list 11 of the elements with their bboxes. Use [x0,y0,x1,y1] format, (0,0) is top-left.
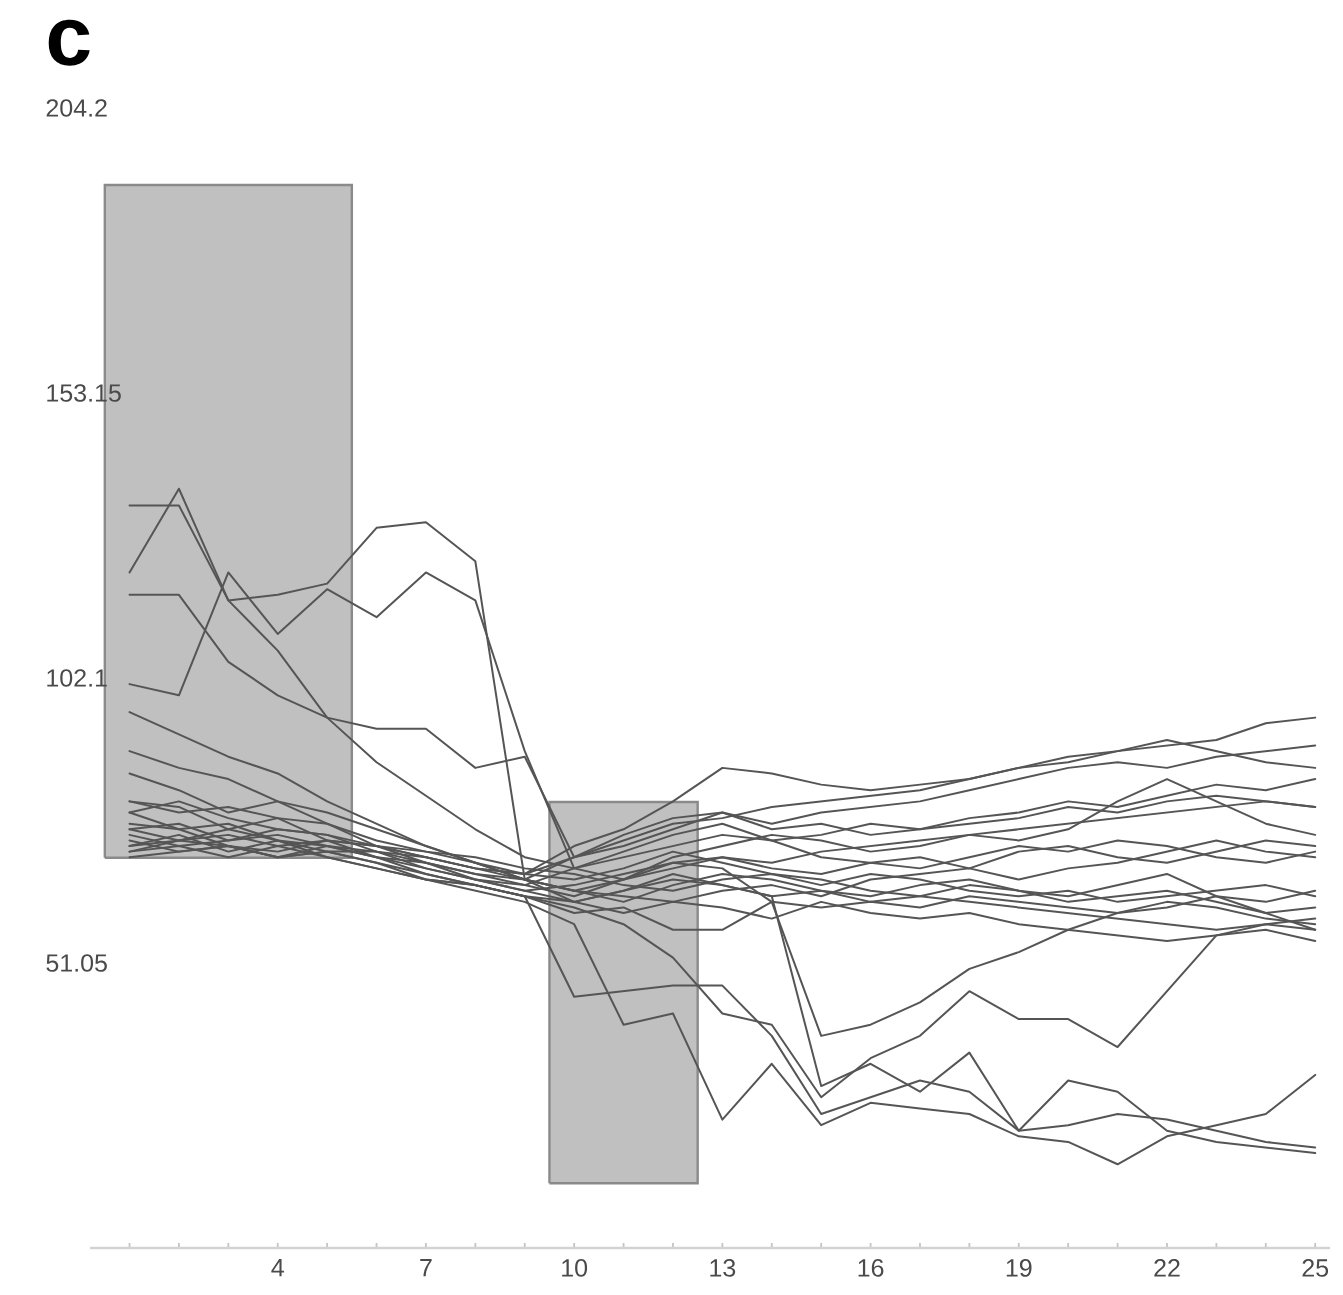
x-tick-label: 4 [271,1259,284,1277]
y-tick-label: 204.2 [46,99,107,117]
chart-title: c [48,19,90,66]
y-tick-label: 51.05 [46,954,107,972]
x-tick-label: 19 [1006,1259,1032,1277]
x-tick-label: 7 [420,1259,432,1277]
x-tick-label: 16 [858,1259,884,1277]
x-tick-label: 25 [1302,1259,1329,1277]
x-tick-label: 22 [1154,1259,1180,1277]
x-tick-label: 13 [710,1259,736,1277]
x-tick-label: 10 [562,1259,588,1277]
